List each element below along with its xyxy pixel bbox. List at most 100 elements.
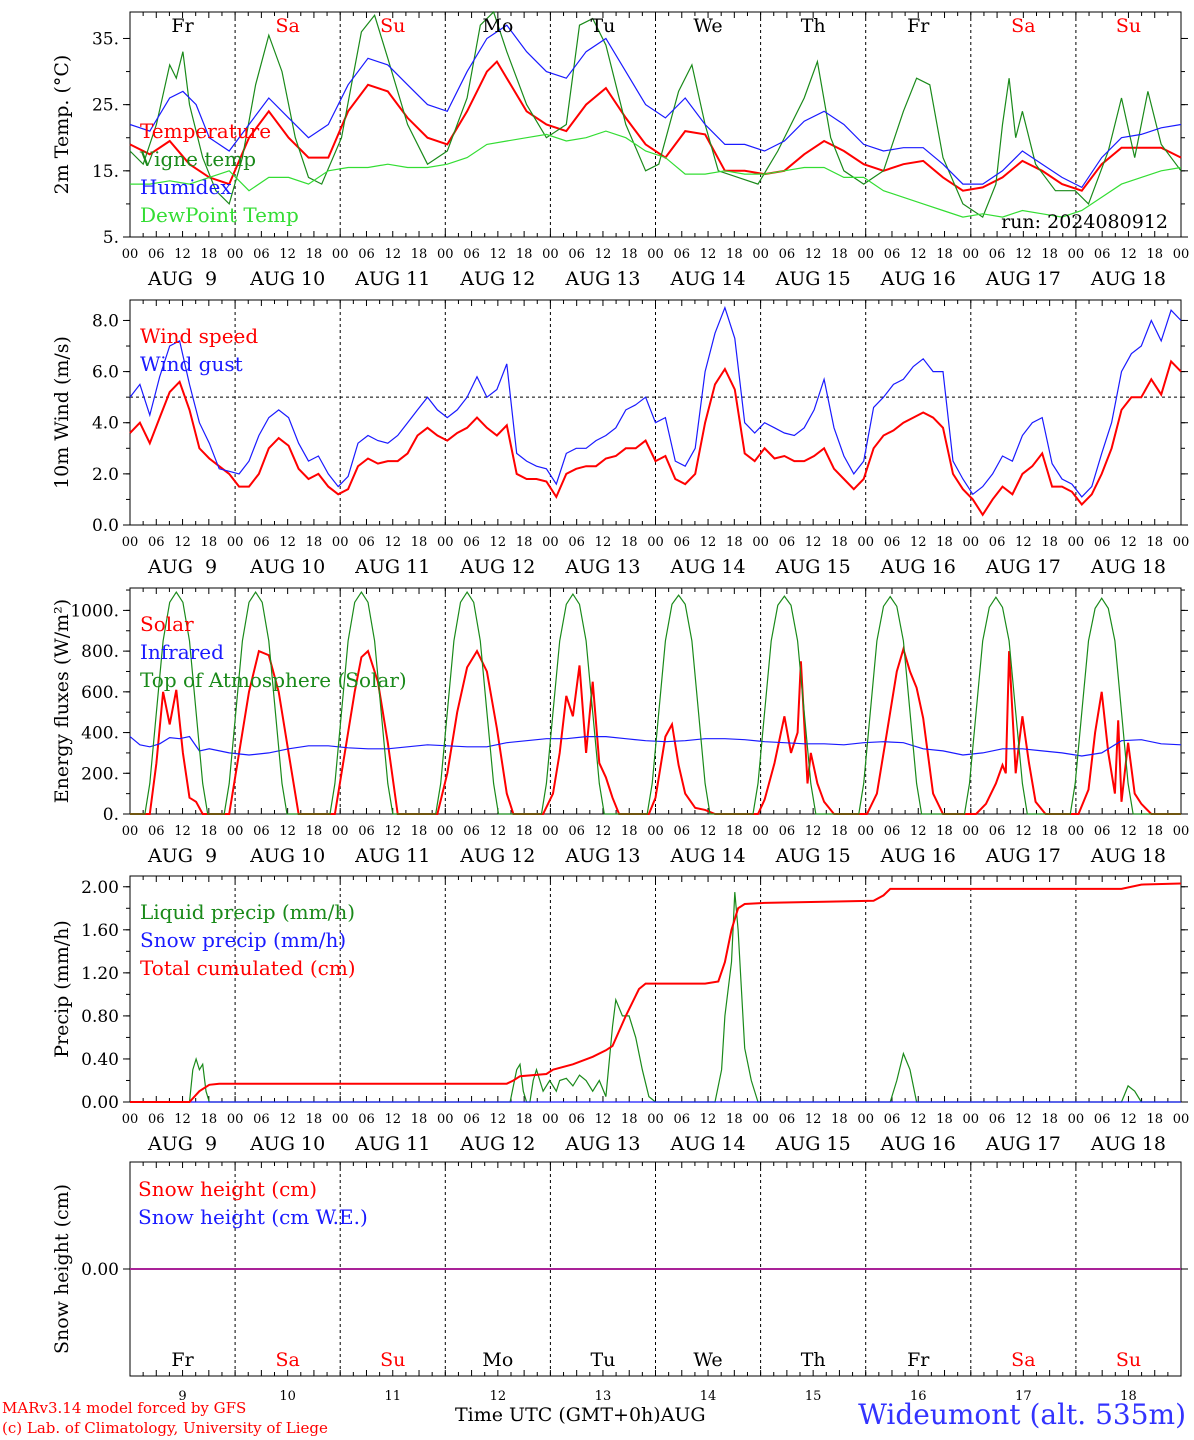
hour-tick-label: 12 (700, 1112, 717, 1127)
hour-tick-label: 18 (201, 247, 218, 262)
hour-tick-label: 18 (936, 535, 953, 550)
date-label: AUG 9 (147, 845, 217, 867)
hour-tick-label: 06 (568, 1112, 585, 1127)
hour-tick-label: 12 (384, 247, 401, 262)
hour-tick-label: 06 (989, 247, 1006, 262)
series-line-wind-gust (129, 305, 1182, 498)
hour-tick-label: 12 (1015, 1112, 1032, 1127)
hour-tick-label: 00 (332, 824, 349, 839)
hour-tick-label: 00 (1068, 535, 1085, 550)
weekday-label: Su (1116, 1349, 1141, 1371)
hour-tick-label: 18 (936, 824, 953, 839)
date-label: AUG 12 (459, 556, 535, 578)
date-label: AUG 17 (985, 268, 1061, 290)
hour-tick-label: 18 (831, 535, 848, 550)
series-line-vigne-temp (129, 10, 1182, 219)
hour-tick-label: 12 (490, 1112, 507, 1127)
hour-tick-label: 18 (1041, 1112, 1058, 1127)
hour-tick-label: 00 (542, 1112, 559, 1127)
series-line-wind-speed (129, 359, 1182, 517)
y-axis-label: 2m Temp. (°C) (51, 55, 73, 195)
hour-tick-label: 06 (1094, 824, 1111, 839)
hour-tick-label: 00 (122, 824, 139, 839)
date-label: AUG 13 (564, 845, 640, 867)
panel-4: 0.00 Snow height (cm) Snow height (cm) Snow… (51, 1161, 1188, 1404)
date-label: AUG 14 (669, 268, 745, 290)
date-label: AUG 12 (459, 268, 535, 290)
panel-2: 0. 200. 400. 600. 800. 1000.Energy fluxes (W/… (51, 587, 1189, 867)
hour-tick-label: 06 (674, 535, 691, 550)
date-label: AUG 11 (354, 845, 430, 867)
hour-tick-label: 06 (253, 824, 270, 839)
hour-tick-label: 06 (568, 247, 585, 262)
legend-entry: Snow height (cm) (138, 1177, 317, 1201)
legend-entry: Top of Atmosphere (Solar) (140, 668, 407, 692)
date-label: AUG 18 (1090, 268, 1166, 290)
hour-tick-label: 00 (437, 247, 454, 262)
legend-entry: Snow height (cm W.E.) (138, 1205, 368, 1229)
hour-tick-label: 00 (437, 535, 454, 550)
date-label: AUG 15 (775, 845, 851, 867)
y-tick-label: 0. (103, 805, 119, 825)
legend-entry: DewPoint Temp (140, 203, 299, 227)
hour-tick-label: 18 (306, 535, 323, 550)
hour-tick-label: 06 (148, 247, 165, 262)
hour-tick-label: 12 (700, 824, 717, 839)
hour-tick-label: 00 (963, 535, 980, 550)
hour-tick-label: 18 (621, 247, 638, 262)
y-tick-label: 1000. (70, 601, 119, 621)
hour-tick-label: 18 (411, 535, 428, 550)
date-label: AUG 15 (775, 1133, 851, 1155)
y-tick-label: 1.20 (81, 964, 119, 984)
weekday-label: Sa (275, 15, 299, 37)
date-label: AUG 16 (880, 268, 956, 290)
hour-tick-label: 12 (910, 1112, 927, 1127)
day-number-label: 9 (178, 1389, 186, 1404)
panel-3: 0.00 0.40 0.80 1.20 1.60 2.00 Precip (mm/h) Liq… (51, 875, 1189, 1155)
legend-entry: Infrared (140, 640, 224, 664)
hour-tick-label: 06 (253, 1112, 270, 1127)
hour-tick-label: 00 (963, 247, 980, 262)
plot-frame (129, 299, 1182, 526)
hour-tick-label: 12 (805, 1112, 822, 1127)
y-tick-label: 2.0 (92, 465, 119, 485)
hour-tick-label: 06 (989, 1112, 1006, 1127)
legend-entry: Wind speed (140, 324, 258, 348)
day-number-label: 12 (490, 1389, 507, 1404)
date-label: AUG 10 (249, 845, 325, 867)
hour-tick-label: 06 (358, 535, 375, 550)
weekday-label: Tu (590, 1349, 615, 1371)
hour-tick-label: 18 (936, 247, 953, 262)
legend-entry: Humidex (140, 175, 232, 199)
hour-tick-label: 06 (884, 247, 901, 262)
y-tick-label: 0.80 (81, 1007, 119, 1027)
hour-tick-label: 18 (201, 535, 218, 550)
hour-tick-label: 00 (437, 1112, 454, 1127)
hour-tick-label: 18 (516, 1112, 533, 1127)
hour-tick-label: 18 (516, 247, 533, 262)
hour-tick-label: 00 (227, 1112, 244, 1127)
y-tick-label: 1.60 (81, 921, 119, 941)
y-tick-label: 5. (103, 228, 119, 248)
hour-tick-label: 12 (910, 824, 927, 839)
hour-tick-label: 12 (805, 247, 822, 262)
date-label: AUG 14 (669, 1133, 745, 1155)
hour-tick-label: 12 (490, 247, 507, 262)
hour-tick-label: 06 (674, 1112, 691, 1127)
date-label: AUG 18 (1090, 1133, 1166, 1155)
legend-entry: Liquid precip (mm/h) (140, 900, 355, 924)
hour-tick-label: 18 (726, 247, 743, 262)
hour-tick-label: 18 (411, 1112, 428, 1127)
hour-tick-label: 06 (884, 1112, 901, 1127)
date-label: AUG 9 (147, 1133, 217, 1155)
hour-tick-label: 18 (726, 535, 743, 550)
hour-tick-label: 00 (332, 247, 349, 262)
hour-tick-label: 06 (779, 824, 796, 839)
hour-tick-label: 06 (463, 824, 480, 839)
y-tick-label: 400. (81, 724, 119, 744)
hour-tick-label: 12 (1120, 535, 1137, 550)
weekday-label: Fr (907, 15, 930, 37)
hour-tick-label: 06 (779, 535, 796, 550)
hour-tick-label: 06 (358, 824, 375, 839)
hour-tick-label: 18 (621, 1112, 638, 1127)
